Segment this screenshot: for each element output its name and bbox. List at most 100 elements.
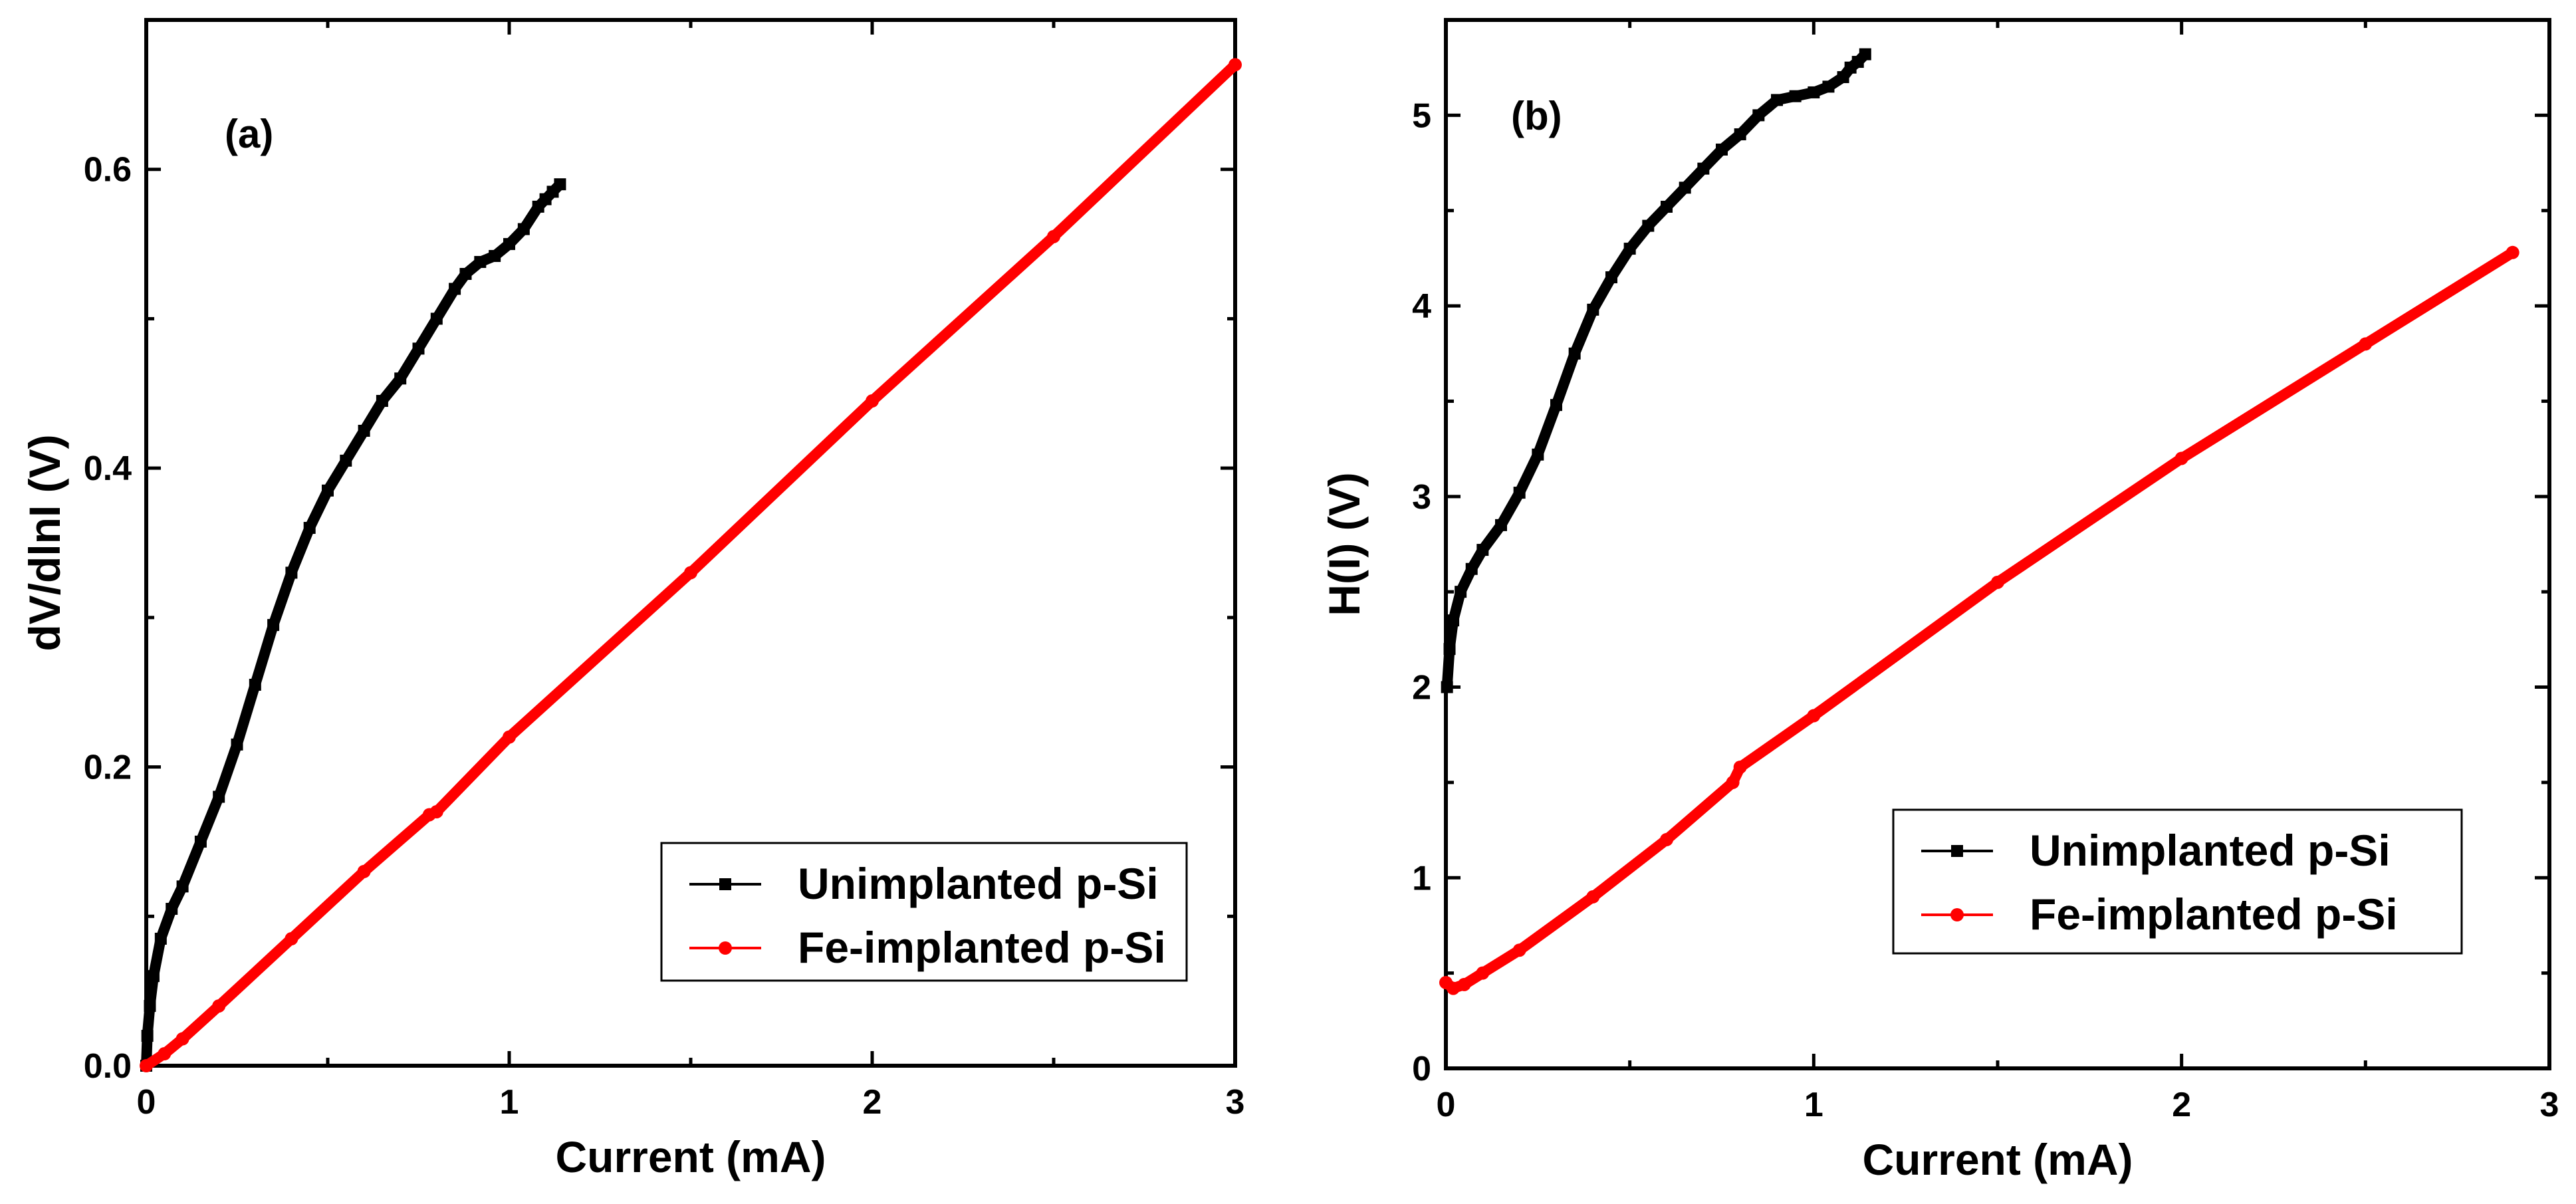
data-point [1660, 832, 1673, 846]
data-point [866, 394, 879, 408]
data-point [517, 223, 530, 235]
data-point [1697, 162, 1710, 175]
data-point [1716, 143, 1728, 156]
legend-label: Fe-implanted p-Si [798, 923, 1166, 972]
legend-label: Unimplanted p-Si [2030, 826, 2391, 875]
data-point [684, 566, 697, 580]
y-tick-label: 0.6 [84, 151, 132, 189]
panel-label: (b) [1511, 94, 1562, 138]
data-point [1734, 128, 1746, 141]
data-point [1642, 219, 1655, 232]
data-point [158, 1047, 172, 1061]
legend-marker [1951, 845, 1963, 857]
data-point [1822, 80, 1835, 93]
data-point [154, 932, 167, 945]
x-tick-label: 2 [863, 1083, 882, 1122]
x-tick-label: 2 [2172, 1086, 2191, 1124]
data-point [1837, 71, 1849, 84]
data-point [212, 999, 226, 1013]
y-tick-label: 1 [1412, 859, 1431, 898]
data-point [1532, 448, 1544, 461]
data-point [1586, 890, 1600, 903]
data-point [394, 372, 407, 385]
data-point [1587, 303, 1599, 316]
data-point [1733, 760, 1747, 774]
data-point [194, 835, 207, 848]
data-point [1679, 181, 1691, 194]
series-line [1441, 49, 1871, 693]
data-point [449, 283, 461, 295]
x-axis-label: Current (mA) [1863, 1135, 2133, 1184]
x-tick-label: 0 [137, 1083, 156, 1122]
legend-marker [719, 941, 732, 955]
chart-panel-a: 0 1 2 3 0.0 0.2 0.4 0.6 Current (mA) dV/dlnI (V) (… [20, 18, 1245, 1181]
data-point [376, 395, 388, 408]
data-point [503, 730, 516, 744]
legend-box [660, 842, 1188, 982]
panel-label: (a) [225, 112, 273, 156]
data-point [1859, 48, 1871, 60]
data-point [1455, 586, 1467, 598]
data-point [147, 970, 160, 983]
data-point [1512, 943, 1526, 957]
data-point [322, 484, 334, 497]
data-point [474, 256, 487, 269]
data-point [1623, 243, 1636, 255]
data-point [1605, 271, 1617, 284]
data-point [1465, 562, 1478, 575]
legend-label: Fe-implanted p-Si [2030, 890, 2398, 939]
data-point [166, 903, 178, 915]
data-point [249, 678, 261, 691]
data-point [2506, 245, 2519, 259]
x-tick-label: 1 [1804, 1086, 1823, 1124]
series-line [141, 179, 566, 1071]
data-point [1513, 487, 1526, 499]
y-tick-label: 5 [1412, 96, 1431, 135]
data-point [285, 931, 298, 945]
data-point [2174, 451, 2188, 465]
data-point [303, 522, 316, 535]
data-point [430, 312, 443, 325]
series-fe-implanted [140, 58, 1242, 1072]
data-point [1447, 614, 1460, 627]
data-point [1789, 90, 1802, 102]
legend: Unimplanted p-Si Fe-implanted p-Si [660, 842, 1188, 982]
data-point [1476, 544, 1489, 556]
data-point [1771, 94, 1783, 106]
data-point [1991, 575, 2004, 589]
y-tick-label: 0.0 [84, 1047, 132, 1086]
data-point [1661, 200, 1673, 213]
series-fe-implanted [1439, 245, 2519, 995]
data-point [1447, 981, 1461, 995]
y-tick-label: 0.4 [84, 449, 132, 488]
x-tick-label: 1 [500, 1083, 519, 1122]
y-tick-label: 0 [1412, 1050, 1431, 1088]
x-tick-label: 0 [1437, 1086, 1456, 1124]
x-axis-label: Current (mA) [556, 1132, 826, 1181]
data-point [503, 238, 515, 251]
data-point [1476, 966, 1490, 980]
legend-box [1892, 808, 2463, 955]
y-tick-label: 4 [1412, 287, 1431, 326]
data-point [267, 619, 280, 632]
data-point [459, 268, 472, 281]
data-point [140, 1059, 153, 1072]
data-point [358, 424, 370, 437]
x-tick-label: 3 [1226, 1083, 1245, 1122]
y-tick-label: 2 [1412, 669, 1431, 707]
data-point [1726, 775, 1740, 789]
data-point [176, 1032, 189, 1046]
data-point [1457, 977, 1471, 991]
data-point [213, 790, 225, 803]
y-axis-label: H(I) (V) [1320, 472, 1369, 616]
data-point [176, 880, 189, 893]
data-point [1229, 58, 1242, 72]
legend-marker [719, 878, 731, 890]
series-unimplanted [1441, 48, 1871, 693]
legend-marker [1950, 908, 1964, 921]
data-point [1808, 86, 1820, 98]
data-point [1443, 643, 1456, 656]
data-point [1047, 229, 1060, 243]
y-tick-label: 3 [1412, 478, 1431, 517]
